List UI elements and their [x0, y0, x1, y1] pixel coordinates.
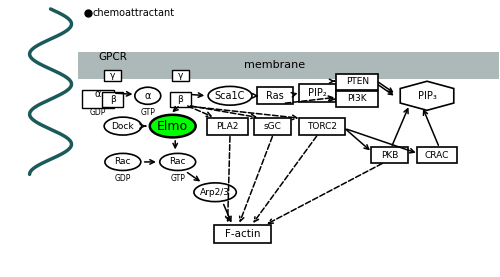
FancyBboxPatch shape — [104, 70, 122, 81]
Text: GDP: GDP — [90, 108, 106, 117]
FancyBboxPatch shape — [257, 87, 293, 104]
Text: TORC2: TORC2 — [308, 122, 338, 130]
Ellipse shape — [135, 87, 160, 104]
Ellipse shape — [208, 86, 252, 105]
FancyBboxPatch shape — [207, 117, 248, 135]
Text: β: β — [178, 95, 183, 104]
Text: membrane: membrane — [244, 60, 306, 70]
Text: GDP: GDP — [114, 174, 131, 183]
FancyBboxPatch shape — [214, 225, 271, 243]
Text: PI3K: PI3K — [348, 94, 367, 103]
Text: PIP₃: PIP₃ — [418, 91, 436, 101]
Ellipse shape — [160, 153, 196, 170]
FancyBboxPatch shape — [172, 70, 188, 81]
Text: PTEN: PTEN — [346, 78, 369, 86]
Text: F-actin: F-actin — [225, 229, 260, 238]
Text: PIP₂: PIP₂ — [308, 88, 326, 98]
Text: Dock: Dock — [112, 122, 134, 130]
FancyBboxPatch shape — [371, 147, 408, 163]
Text: β: β — [110, 95, 116, 104]
Text: Rac: Rac — [170, 157, 186, 166]
FancyBboxPatch shape — [417, 147, 457, 163]
Text: γ: γ — [110, 71, 116, 80]
Text: Arp2/3: Arp2/3 — [200, 188, 230, 197]
FancyBboxPatch shape — [254, 117, 291, 135]
Text: sGC: sGC — [264, 122, 281, 130]
Ellipse shape — [104, 117, 142, 135]
Text: CRAC: CRAC — [425, 150, 449, 160]
Text: α: α — [144, 91, 151, 101]
FancyBboxPatch shape — [336, 74, 378, 90]
Text: GTP: GTP — [170, 174, 185, 183]
FancyBboxPatch shape — [78, 52, 500, 79]
Text: Elmo: Elmo — [157, 120, 188, 133]
Text: PLA2: PLA2 — [216, 122, 239, 130]
FancyBboxPatch shape — [82, 90, 114, 109]
Ellipse shape — [194, 183, 236, 202]
Text: chemoattractant: chemoattractant — [93, 8, 175, 18]
Ellipse shape — [105, 153, 141, 170]
FancyBboxPatch shape — [300, 117, 345, 135]
FancyBboxPatch shape — [170, 92, 190, 107]
Text: Rac: Rac — [114, 157, 131, 166]
Text: Ras: Ras — [266, 91, 284, 101]
Text: PKB: PKB — [381, 150, 398, 160]
FancyBboxPatch shape — [298, 84, 336, 102]
Ellipse shape — [150, 115, 196, 137]
Text: GPCR: GPCR — [98, 52, 127, 62]
Text: α: α — [94, 89, 101, 99]
Text: γ: γ — [178, 71, 183, 80]
Text: Sca1C: Sca1C — [215, 91, 245, 101]
Text: GTP: GTP — [140, 108, 155, 117]
Polygon shape — [400, 81, 454, 110]
FancyBboxPatch shape — [102, 92, 124, 107]
FancyBboxPatch shape — [336, 91, 378, 107]
